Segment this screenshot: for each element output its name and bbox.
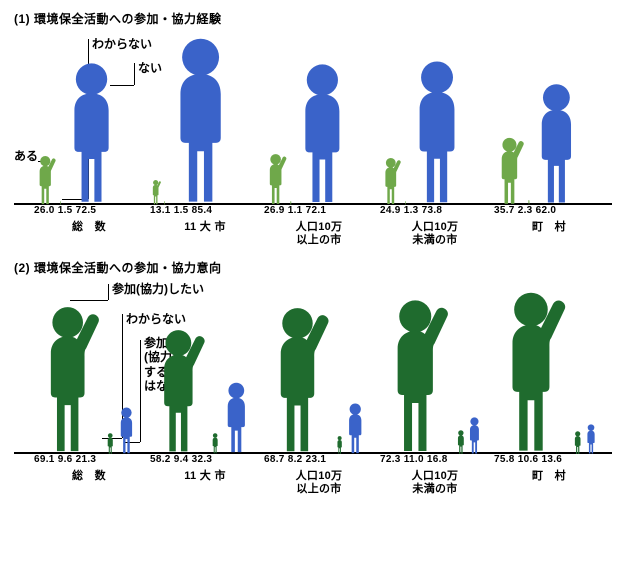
chart-1-labels: 26.0 1.5 72.5 総 数 13.1 1.5 85.4 11 大 市 26.9 … [14,205,612,251]
person-icon [211,433,219,454]
value-label: 24.9 1.3 73.8 [380,205,490,216]
category-label: 町 村 [494,470,604,483]
person-icon [150,179,162,205]
chart-2-labels: 69.1 9.6 21.3 総 数 58.2 9.4 32.3 11 大 市 68.7 … [14,454,612,500]
figure-yes [150,179,162,205]
person-icon [573,431,582,454]
chart-2-area: 参加(協力)したい わからない 参加 (協力) する気 はない [14,278,612,454]
category-label: 11 大 市 [150,470,260,483]
value-label: 35.7 2.3 62.0 [494,205,604,216]
category-label: 人口10万 以上の市 [264,221,374,246]
figure-no [585,424,597,454]
value-label: 75.8 10.6 13.6 [494,454,604,465]
chart-1: (1) 環境保全活動への参加・協力経験 わからない ない ある 26.0 1.5… [14,10,612,251]
figure-unknown [573,431,582,454]
person-icon [63,62,120,205]
value-label: 72.3 11.0 16.8 [380,454,490,465]
chart-group [380,286,490,454]
person-icon [117,407,136,454]
person-icon [494,135,526,205]
value-label: 69.1 9.6 21.3 [34,454,144,465]
person-icon [222,382,251,454]
figure-no [467,417,482,454]
figure-yes [380,294,454,454]
person-icon [456,430,466,454]
figure-yes [264,302,334,454]
figure-unknown [336,436,343,454]
person-icon [34,154,58,205]
figure-no [408,60,466,205]
person-icon [380,294,454,454]
person-icon [494,286,571,454]
chart-2: (2) 環境保全活動への参加・協力意向 参加(協力)したい わからない 参加 (… [14,259,612,500]
figure-no [294,63,351,205]
figure-unknown [456,430,466,454]
person-icon [345,403,365,454]
person-icon [34,301,104,454]
value-label: 26.0 1.5 72.5 [34,205,144,216]
person-icon [336,436,343,454]
figure-no [63,62,120,205]
person-icon [408,60,466,205]
chart-group [264,37,374,205]
chart-group [150,286,260,454]
figure-no [222,382,251,454]
value-label: 13.1 1.5 85.4 [150,205,260,216]
chart-group [34,286,144,454]
person-icon [467,417,482,454]
chart-1-title: (1) 環境保全活動への参加・協力経験 [14,10,612,27]
figure-yes [494,135,526,205]
category-label: 人口10万 未満の市 [380,221,490,246]
chart-group [494,37,604,205]
person-icon [294,63,351,205]
person-icon [532,83,581,205]
chart-group [264,286,374,454]
chart-group [34,37,144,205]
person-icon [380,156,403,205]
figure-no [117,407,136,454]
person-icon [167,37,234,205]
figure-no [532,83,581,205]
value-label: 26.9 1.1 72.1 [264,205,374,216]
category-label: 町 村 [494,221,604,234]
figure-yes [34,154,58,205]
figure-yes [150,325,209,454]
category-label: 人口10万 未満の市 [380,470,490,495]
chart-2-title: (2) 環境保全活動への参加・協力意向 [14,259,612,276]
person-icon [106,433,115,454]
figure-yes [34,301,104,454]
figure-unknown [211,433,219,454]
value-label: 58.2 9.4 32.3 [150,454,260,465]
category-label: 総 数 [34,221,144,234]
person-icon [150,325,209,454]
person-icon [264,302,334,454]
figure-yes [264,152,288,205]
chart-group [150,37,260,205]
value-label: 68.7 8.2 23.1 [264,454,374,465]
person-icon [585,424,597,454]
category-label: 11 大 市 [150,221,260,234]
figure-yes [494,286,571,454]
chart-group [380,37,490,205]
category-label: 総 数 [34,470,144,483]
figure-no [345,403,365,454]
category-label: 人口10万 以上の市 [264,470,374,495]
figure-unknown [106,433,115,454]
figure-no [167,37,234,205]
person-icon [264,152,288,205]
figure-yes [380,156,403,205]
chart-group [494,286,604,454]
chart-1-area: わからない ない ある [14,29,612,205]
